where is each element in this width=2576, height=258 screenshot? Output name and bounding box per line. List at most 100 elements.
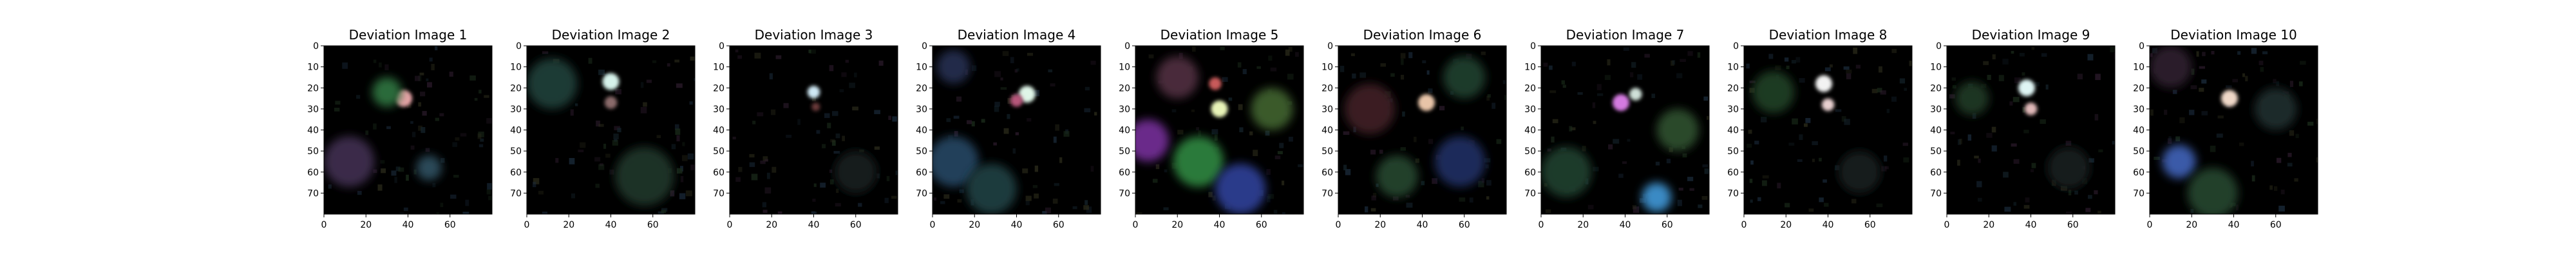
y-tick-label: 10: [510, 63, 522, 73]
texture-speckle: [1003, 128, 1009, 134]
chart-panel-5: Deviation Image 5 0 20 40 60 0 10 20 30 40 50 60 70: [1119, 27, 1304, 230]
texture-speckle: [2154, 156, 2160, 160]
texture-speckle: [413, 169, 417, 175]
texture-speckle: [356, 95, 361, 99]
chart-panel-2: Deviation Image 2 0 20 40 60 0 10 20 30 40 50 60 70: [510, 27, 696, 230]
texture-speckle: [1704, 168, 1709, 174]
texture-speckle: [1607, 59, 1611, 66]
deviation-image: [324, 46, 492, 214]
texture-speckle: [2094, 114, 2099, 121]
texture-speckle: [2298, 81, 2303, 86]
x-tick-label: 0: [524, 220, 530, 230]
texture-speckle: [813, 183, 817, 187]
texture-speckle: [1277, 151, 1283, 155]
texture-speckle: [2041, 53, 2047, 57]
texture-speckle: [1749, 80, 1756, 83]
texture-speckle: [1596, 93, 1604, 96]
texture-speckle: [809, 49, 816, 54]
highlight-spot: [2150, 46, 2192, 88]
texture-speckle: [1007, 114, 1010, 119]
texture-speckle: [1253, 150, 1258, 157]
texture-speckle: [820, 183, 826, 188]
texture-speckle: [1345, 169, 1351, 175]
texture-speckle: [335, 101, 341, 105]
texture-speckle: [967, 120, 972, 124]
texture-speckle: [1902, 143, 1908, 146]
texture-speckle: [1274, 155, 1281, 159]
texture-speckle: [2273, 79, 2277, 84]
texture-speckle: [1380, 63, 1387, 67]
y-tick-label: 30: [1524, 104, 1536, 115]
texture-speckle: [1265, 130, 1270, 136]
texture-speckle: [1084, 86, 1090, 91]
texture-speckle: [679, 193, 686, 199]
texture-speckle: [1439, 106, 1445, 111]
texture-speckle: [478, 144, 484, 148]
texture-speckle: [1222, 77, 1228, 82]
texture-speckle: [656, 135, 661, 139]
texture-speckle: [1496, 139, 1502, 144]
texture-speckle: [2152, 48, 2157, 54]
texture-speckle: [732, 136, 736, 140]
texture-speckle: [1983, 61, 1989, 65]
texture-speckle: [395, 166, 401, 172]
highlight-spot: [2255, 88, 2297, 130]
texture-speckle: [829, 179, 834, 184]
x-tick-label: 40: [1214, 220, 1226, 230]
texture-speckle: [2077, 74, 2083, 80]
texture-speckle: [1042, 211, 1047, 214]
texture-speckle: [380, 160, 385, 164]
texture-speckle: [487, 183, 492, 190]
highlight-spot: [1838, 151, 1881, 194]
texture-speckle: [1551, 136, 1555, 143]
x-tick-label: 0: [321, 220, 327, 230]
texture-speckle: [1401, 58, 1404, 65]
texture-speckle: [1677, 199, 1682, 206]
texture-speckle: [1010, 57, 1014, 64]
y-tick-label: 60: [1930, 168, 1942, 178]
texture-speckle: [2172, 90, 2177, 94]
texture-speckle: [1191, 109, 1195, 112]
y-tick-label: 30: [713, 104, 724, 115]
x-tick-label: 0: [1944, 220, 1950, 230]
texture-speckle: [1364, 206, 1368, 213]
x-tick-label: 40: [2228, 220, 2240, 230]
texture-speckle: [403, 207, 408, 212]
y-tick-label: 70: [1524, 188, 1536, 199]
texture-speckle: [1052, 198, 1058, 204]
texture-speckle: [971, 121, 975, 126]
texture-speckle: [1571, 61, 1576, 66]
texture-speckle: [1405, 195, 1410, 198]
texture-speckle: [822, 144, 826, 148]
texture-speckle: [835, 203, 841, 207]
texture-speckle: [658, 211, 665, 214]
texture-speckle: [811, 210, 815, 214]
texture-speckle: [676, 135, 680, 142]
y-tick-label: 30: [1930, 104, 1942, 115]
highlight-spot: [1209, 77, 1222, 90]
x-tick-label: 40: [2025, 220, 2037, 230]
texture-speckle: [1285, 49, 1290, 56]
texture-speckle: [2191, 68, 2195, 75]
texture-speckle: [1238, 104, 1243, 110]
texture-speckle: [2269, 185, 2273, 190]
texture-speckle: [1707, 115, 1709, 120]
texture-speckle: [580, 142, 586, 148]
y-tick-label: 60: [916, 168, 927, 178]
texture-speckle: [829, 169, 833, 174]
texture-speckle: [835, 133, 840, 139]
texture-speckle: [486, 118, 492, 124]
texture-speckle: [1000, 77, 1003, 81]
texture-speckle: [1371, 195, 1376, 201]
texture-speckle: [1885, 166, 1889, 170]
y-tick-label: 30: [916, 104, 927, 115]
texture-speckle: [2023, 204, 2030, 209]
y-tick-label: 40: [510, 126, 522, 136]
texture-speckle: [435, 46, 438, 51]
texture-speckle: [1083, 205, 1089, 210]
texture-speckle: [1877, 88, 1882, 93]
x-tick-label: 60: [2067, 220, 2079, 230]
texture-speckle: [488, 195, 492, 201]
texture-speckle: [1016, 68, 1019, 72]
texture-speckle: [833, 151, 840, 154]
